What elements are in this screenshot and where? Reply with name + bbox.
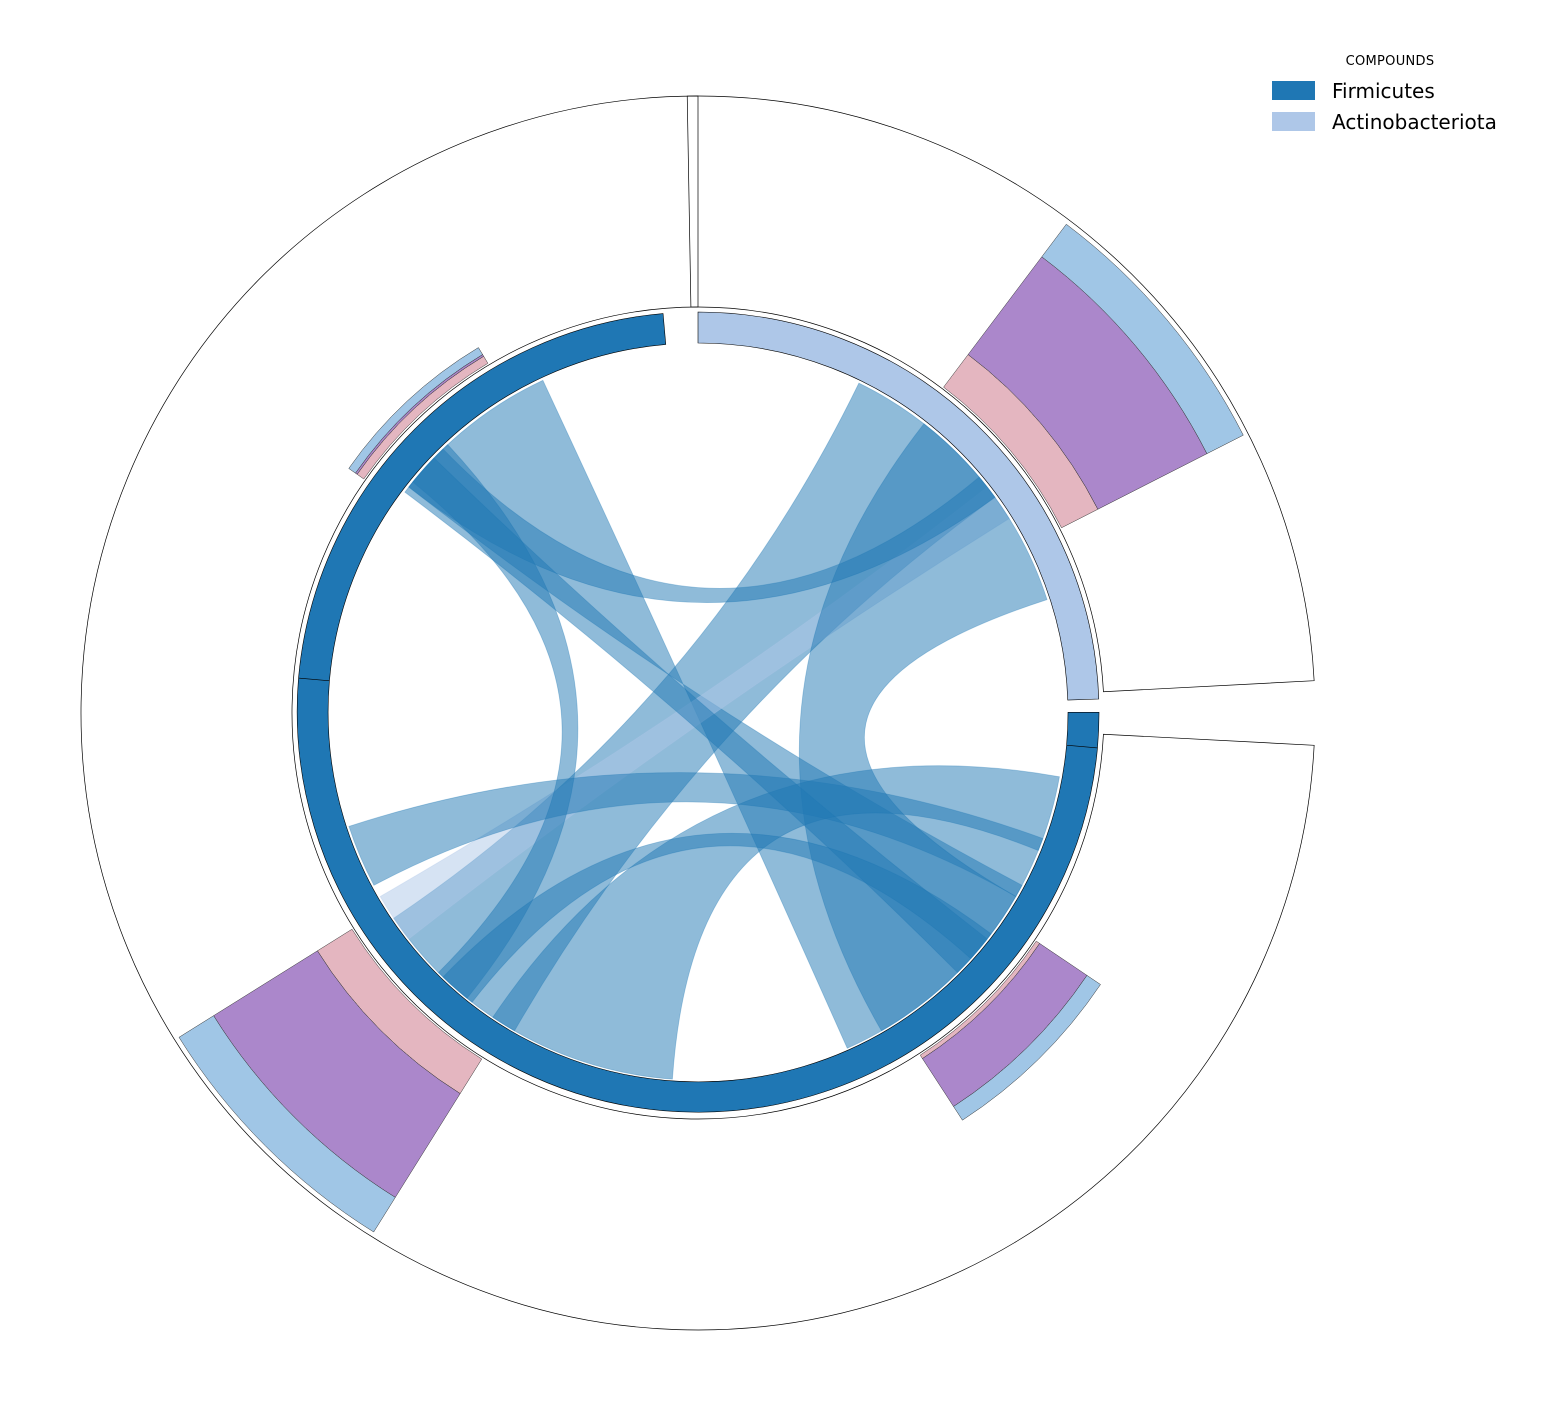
legend-item-firmicutes: Firmicutes bbox=[1272, 75, 1522, 106]
stacked-bars bbox=[178, 223, 1244, 1233]
outer-sectors bbox=[80, 95, 1315, 1331]
legend-label-firmicutes: Firmicutes bbox=[1332, 78, 1435, 103]
legend-label-actinobacteriota: Actinobacteriota bbox=[1332, 109, 1497, 134]
chord-9 bbox=[442, 832, 992, 1003]
group-arc-actinobacteriota bbox=[697, 311, 1100, 701]
legend-item-actinobacteriota: Actinobacteriota bbox=[1272, 106, 1522, 137]
chord-5 bbox=[492, 765, 1060, 1080]
legend-title: COMPOUNDS bbox=[1345, 54, 1435, 69]
legend-swatch-actinobacteriota bbox=[1272, 112, 1315, 131]
group-arc-firmicutes bbox=[296, 313, 1100, 1113]
outer-sector-0 bbox=[80, 95, 1315, 1331]
legend-swatch-firmicutes bbox=[1272, 81, 1315, 100]
bar-3-segment-2 bbox=[348, 347, 483, 474]
bar-0-segment-2 bbox=[1041, 223, 1244, 455]
bar-2-segment-2 bbox=[953, 975, 1101, 1121]
outer-sector-1 bbox=[686, 95, 1315, 693]
legend: COMPOUNDS Firmicutes Actinobacteriota bbox=[1272, 54, 1522, 137]
chord-8 bbox=[404, 457, 988, 974]
group-arcs bbox=[296, 311, 1100, 1113]
bar-1-segment-2 bbox=[178, 1015, 396, 1233]
chords bbox=[348, 379, 1060, 1080]
